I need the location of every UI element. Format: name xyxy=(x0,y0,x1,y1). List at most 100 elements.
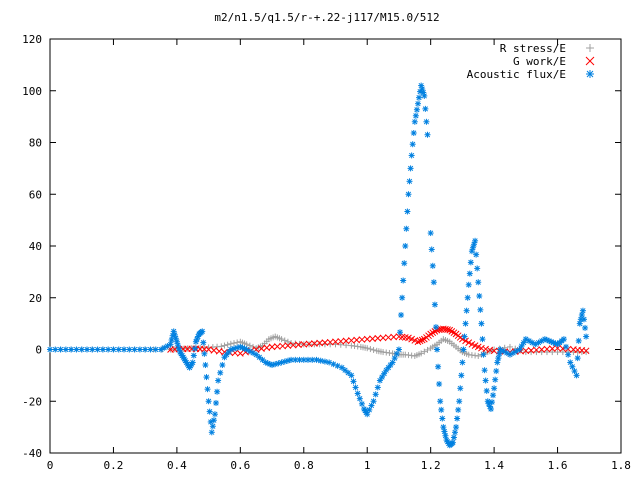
data-point xyxy=(230,340,237,347)
data-point xyxy=(474,265,481,272)
data-point xyxy=(477,306,484,313)
data-point xyxy=(401,260,408,267)
data-point xyxy=(480,351,487,358)
data-point xyxy=(427,230,434,237)
data-point xyxy=(414,338,422,346)
data-point xyxy=(305,340,313,348)
data-point xyxy=(563,343,570,350)
data-point xyxy=(424,346,431,353)
data-point xyxy=(580,316,587,323)
data-point xyxy=(350,378,357,385)
data-point xyxy=(548,345,556,352)
data-point xyxy=(466,270,473,277)
data-point xyxy=(258,345,265,352)
data-point xyxy=(57,346,64,353)
data-point xyxy=(385,334,392,341)
data-point xyxy=(400,277,407,284)
data-point xyxy=(422,105,429,112)
data-point xyxy=(236,350,244,357)
y-tick-label: 120 xyxy=(22,33,42,46)
data-point xyxy=(313,356,320,363)
data-point xyxy=(414,100,421,107)
data-point xyxy=(465,339,473,346)
x-tick-label: 0.4 xyxy=(167,459,187,472)
data-point xyxy=(479,336,486,343)
data-point xyxy=(506,343,513,350)
data-point xyxy=(105,346,112,353)
data-point xyxy=(209,423,216,430)
data-point xyxy=(472,237,479,244)
data-point xyxy=(273,343,281,350)
y-tick-label: 80 xyxy=(29,137,42,150)
data-point xyxy=(454,415,461,422)
data-point xyxy=(62,346,69,353)
data-point xyxy=(444,326,451,334)
data-point xyxy=(460,346,467,353)
data-point xyxy=(356,395,363,402)
data-point xyxy=(215,347,223,355)
data-point xyxy=(478,320,485,327)
data-point xyxy=(538,346,546,353)
data-point xyxy=(423,118,430,125)
data-point xyxy=(405,191,412,198)
data-point xyxy=(342,337,350,345)
data-point xyxy=(221,342,228,349)
data-point xyxy=(136,346,143,353)
data-point xyxy=(52,346,59,353)
chart-title: m2/n1.5/q1.5/r-+.22-j117/M15.0/512 xyxy=(214,11,439,24)
data-point xyxy=(434,346,441,353)
data-point xyxy=(152,346,159,353)
data-point xyxy=(206,408,213,415)
data-point xyxy=(450,434,457,441)
legend-marker xyxy=(586,70,594,78)
data-point xyxy=(455,406,462,413)
data-point xyxy=(263,344,271,352)
x-tick-label: 0.6 xyxy=(230,459,250,472)
data-point xyxy=(131,346,138,353)
data-point xyxy=(353,336,361,344)
data-point xyxy=(191,345,198,352)
data-point xyxy=(456,398,463,405)
data-point xyxy=(234,344,241,351)
data-point xyxy=(231,349,239,357)
data-point xyxy=(440,424,447,431)
data-point xyxy=(461,333,468,340)
data-point xyxy=(126,346,133,353)
data-point xyxy=(321,358,328,365)
data-point xyxy=(527,347,535,354)
data-point xyxy=(462,320,469,327)
data-point xyxy=(574,355,581,362)
data-point xyxy=(583,333,590,340)
data-point xyxy=(368,402,375,409)
data-point xyxy=(78,346,85,353)
data-point xyxy=(467,259,474,266)
y-tick-label: 20 xyxy=(29,292,42,305)
data-point xyxy=(204,386,211,393)
data-point xyxy=(214,388,221,395)
data-point xyxy=(311,341,318,348)
x-tick-label: 0.8 xyxy=(294,459,314,472)
data-point xyxy=(234,339,241,346)
data-point xyxy=(268,343,276,351)
legend-label: Acoustic flux/E xyxy=(467,68,566,81)
data-point xyxy=(582,324,589,331)
data-point xyxy=(451,429,458,436)
x-tick-label: 1.2 xyxy=(421,459,441,472)
data-point xyxy=(408,152,415,159)
data-point xyxy=(332,338,339,346)
data-point xyxy=(358,400,365,407)
data-point xyxy=(343,342,350,349)
data-point xyxy=(389,359,396,366)
data-point xyxy=(372,391,379,398)
y-tick-label: 40 xyxy=(29,240,42,253)
data-point xyxy=(413,106,420,113)
data-point xyxy=(439,415,446,422)
data-point xyxy=(205,346,212,353)
data-point xyxy=(217,369,224,376)
data-point xyxy=(364,345,371,352)
plot-frame xyxy=(49,38,622,454)
data-point xyxy=(481,367,488,374)
data-point xyxy=(459,359,466,366)
